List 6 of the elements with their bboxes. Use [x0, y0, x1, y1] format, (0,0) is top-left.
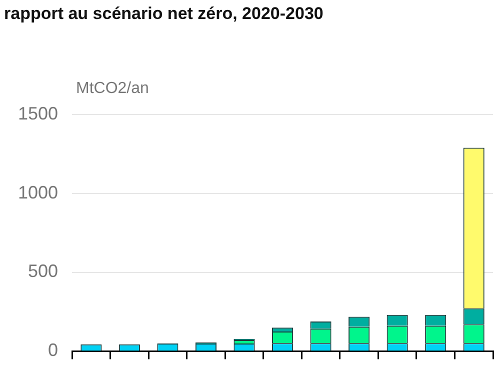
y-axis-title: MtCO2/an	[76, 80, 149, 97]
y-tick-label: 1500	[18, 103, 58, 124]
chart-title: rapport au scénario net zéro, 2020-2030	[4, 4, 324, 23]
y-tick-label: 500	[28, 261, 58, 282]
y-tick-label: 0	[48, 340, 58, 360]
y-tick-label: 1000	[18, 182, 58, 202]
